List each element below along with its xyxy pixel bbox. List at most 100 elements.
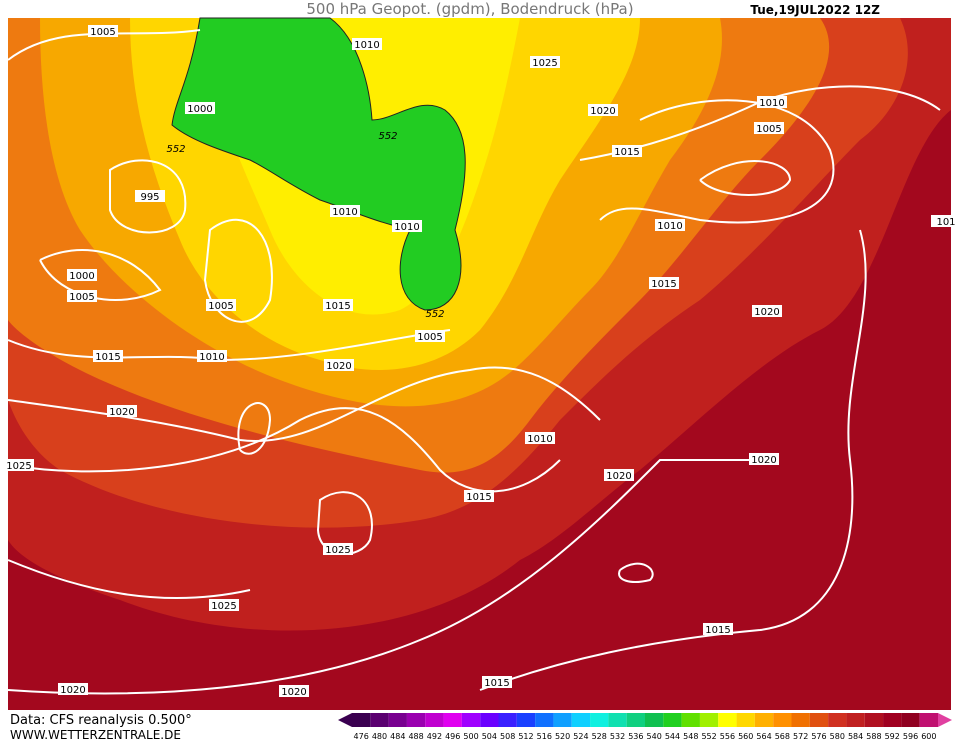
isobar [7,559,251,599]
isobar-label: 1020 [751,455,776,466]
colorbar-label: 536 [628,732,643,741]
colorbar-label: 532 [610,732,625,741]
colorbar-box [498,713,517,727]
geopotential-label: 552 [378,131,397,142]
label-box [4,459,34,471]
colorbar-box [754,713,774,727]
colorbar-label: 500 [463,732,478,741]
isobar-label: 1025 [211,601,236,612]
isobar-label: 1010 [199,352,224,363]
colorbar-box [370,713,389,727]
colorbar-label: 556 [720,732,735,741]
isobar-label: 1005 [756,124,781,135]
isobar-label: 1015 [705,625,730,636]
colorbar-box [864,713,884,727]
isobar-label: 1015 [466,492,491,503]
isobar-label: 1020 [60,685,85,696]
colorbar: 476 480 484 488 492 496 500 504 508 512 516 520 524 5… [338,713,952,741]
isobar-label: 1005 [69,292,94,303]
data-source: Data: CFS reanalysis 0.500° [10,713,192,728]
colorbar-box [901,713,920,727]
isobar-label: 1025 [6,461,31,472]
colorbar-box [681,713,700,727]
isobar-label: 1025 [325,545,350,556]
colorbar-box [736,713,755,727]
colorbar-label: 496 [445,732,460,741]
isobar-label: 1015 [614,147,639,158]
isobar [479,229,867,691]
colorbar-label: 552 [701,732,716,741]
colorbar-box [809,713,829,727]
isobar-label: 1005 [417,332,442,343]
isobar [237,402,272,455]
label-box [107,405,137,417]
isobar-label: 1005 [208,301,233,312]
colorbar-label: 512 [518,732,533,741]
label-box [931,215,959,227]
isobar-label: 1020 [281,687,306,698]
isobar-label: 101 [936,217,955,228]
label-box [525,432,555,444]
label-box [323,543,353,555]
colorbar-label: 488 [408,732,423,741]
isobar-label: 1020 [590,106,615,117]
colorbar-box [535,713,554,727]
isobar-label: 1010 [657,221,682,232]
isobar-label: 1000 [187,104,212,115]
colorbar-label: 524 [573,732,588,741]
colorbar-box [773,713,792,727]
colorbar-box [406,713,426,727]
colorbar-box [443,713,462,727]
label-box [93,350,123,362]
colorbar-box [571,713,591,727]
label-box [330,205,360,217]
colorbar-box [663,713,682,727]
colorbar-box [553,713,572,727]
label-box [88,25,118,37]
label-box [135,190,165,202]
isobar [109,159,187,234]
colorbar-box [516,713,536,727]
label-box [67,290,97,302]
label-box [482,676,512,688]
colorbar-label: 584 [848,732,863,741]
colorbar-label: 504 [482,732,497,741]
date: Tue,19JUL2022 12Z [750,3,880,17]
colorbar-box [883,713,902,727]
isobar [7,459,760,695]
isobar [618,562,654,583]
isobar-label: 995 [140,192,159,203]
colorbar-box [645,713,664,727]
colorbar-label: 544 [665,732,680,741]
isobar [39,249,162,301]
colorbar-box [590,713,609,727]
isobar-label: 1000 [69,271,94,282]
colorbar-box [919,713,938,727]
field-548 [171,17,466,311]
isobar-label: 1020 [754,307,779,318]
label-box [206,299,236,311]
label-box [752,305,782,317]
colorbar-box [461,713,481,727]
colorbar-box [608,713,627,727]
isobar-label: 1010 [354,40,379,51]
isobar-label: 1020 [606,471,631,482]
colorbar-arrow-high [938,713,952,727]
isobar-label: 1010 [394,222,419,233]
isobar-label: 1015 [651,279,676,290]
label-box [530,56,560,68]
colorbar-label: 548 [683,732,698,741]
colorbar-label: 592 [885,732,900,741]
label-box [324,359,354,371]
colorbar-label: 580 [830,732,845,741]
colorbar-label: 480 [372,732,387,741]
label-box [604,469,634,481]
geopotential-label: 552 [166,144,185,155]
colorbar-label: 508 [500,732,515,741]
colorbar-label: 576 [811,732,826,741]
colorbar-box [352,713,371,727]
label-box [703,623,733,635]
label-box [185,102,215,114]
label-box [279,685,309,697]
